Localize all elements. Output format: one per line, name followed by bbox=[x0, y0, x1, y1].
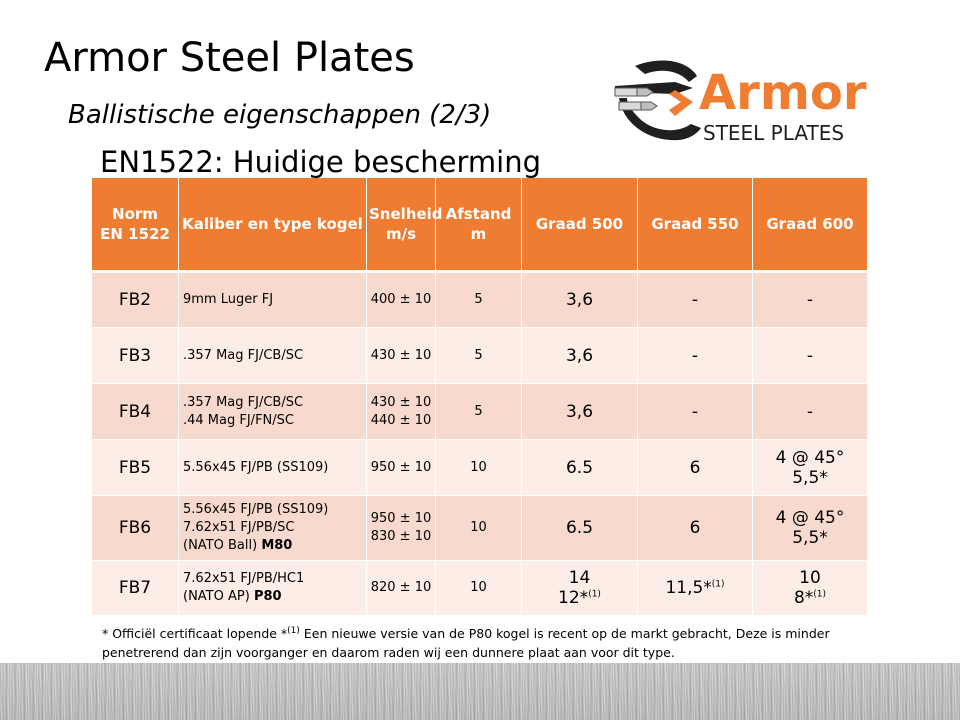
cell-graad-550: 6 bbox=[638, 496, 753, 561]
logo-tagline: STEEL PLATES bbox=[703, 121, 844, 145]
table-row: FB4 .357 Mag FJ/CB/SC .44 Mag FJ/FN/SC 43… bbox=[92, 384, 868, 440]
cell-graad-600: 4 @ 45° 5,5* bbox=[753, 440, 868, 496]
cell-speed: 400 ± 10 bbox=[367, 273, 436, 328]
table-row: FB7 7.62x51 FJ/PB/HC1 (NATO AP) P80 820 ±… bbox=[92, 561, 868, 616]
cell-speed: 950 ± 10 bbox=[367, 440, 436, 496]
header-afstand: Afstand m bbox=[436, 178, 522, 273]
cell-graad-600: 10 8*(1) bbox=[753, 561, 868, 616]
section-heading: EN1522: Huidige bescherming bbox=[100, 145, 542, 179]
cell-distance: 5 bbox=[436, 273, 522, 328]
cell-kaliber: 5.56x45 FJ/PB (SS109) bbox=[179, 440, 367, 496]
cell-graad-500: 3,6 bbox=[522, 328, 638, 384]
cell-graad-500: 3,6 bbox=[522, 384, 638, 440]
table-row: FB5 5.56x45 FJ/PB (SS109) 950 ± 10 10 6.… bbox=[92, 440, 868, 496]
cell-graad-600: - bbox=[753, 328, 868, 384]
header-graad-600: Graad 600 bbox=[753, 178, 868, 273]
header-graad-500: Graad 500 bbox=[522, 178, 638, 273]
cell-norm: FB4 bbox=[92, 384, 179, 440]
slide-subtitle: Ballistische eigenschappen (2/3) bbox=[68, 100, 492, 130]
cell-graad-600: - bbox=[753, 273, 868, 328]
cell-kaliber: 5.56x45 FJ/PB (SS109) 7.62x51 FJ/PB/SC (NA… bbox=[179, 496, 367, 561]
cell-norm: FB7 bbox=[92, 561, 179, 616]
cell-speed: 950 ± 10 830 ± 10 bbox=[367, 496, 436, 561]
cell-graad-600: 4 @ 45° 5,5* bbox=[753, 496, 868, 561]
cell-distance: 10 bbox=[436, 440, 522, 496]
cell-kaliber: 7.62x51 FJ/PB/HC1 (NATO AP) P80 bbox=[179, 561, 367, 616]
cell-graad-550: 6 bbox=[638, 440, 753, 496]
header-kaliber: Kaliber en type kogel bbox=[179, 178, 367, 273]
slide-title: Armor Steel Plates bbox=[44, 35, 415, 81]
cell-distance: 5 bbox=[436, 384, 522, 440]
cell-graad-550: - bbox=[638, 384, 753, 440]
cell-kaliber: 9mm Luger FJ bbox=[179, 273, 367, 328]
cell-distance: 10 bbox=[436, 496, 522, 561]
cell-norm: FB6 bbox=[92, 496, 179, 561]
cell-norm: FB3 bbox=[92, 328, 179, 384]
cell-norm: FB5 bbox=[92, 440, 179, 496]
cell-distance: 5 bbox=[436, 328, 522, 384]
cell-graad-500: 3,6 bbox=[522, 273, 638, 328]
cell-speed: 430 ± 10 440 ± 10 bbox=[367, 384, 436, 440]
logo-word: Armor bbox=[699, 65, 867, 121]
cell-speed: 430 ± 10 bbox=[367, 328, 436, 384]
table-row: FB6 5.56x45 FJ/PB (SS109) 7.62x51 FJ/PB/S… bbox=[92, 496, 868, 561]
armor-steel-plates-logo: Armor STEEL PLATES bbox=[614, 60, 867, 145]
header-graad-550: Graad 550 bbox=[638, 178, 753, 273]
table-header-row: Norm EN 1522 Kaliber en type kogel Snelhe… bbox=[92, 178, 868, 273]
cell-graad-550: - bbox=[638, 273, 753, 328]
ballistic-table: Norm EN 1522 Kaliber en type kogel Snelhe… bbox=[92, 178, 868, 616]
cell-kaliber: .357 Mag FJ/CB/SC bbox=[179, 328, 367, 384]
cell-distance: 10 bbox=[436, 561, 522, 616]
brushed-steel-strip bbox=[0, 663, 960, 720]
header-snelheid: Snelheid m/s bbox=[367, 178, 443, 273]
cell-kaliber: .357 Mag FJ/CB/SC .44 Mag FJ/FN/SC bbox=[179, 384, 367, 440]
cell-graad-500: 6.5 bbox=[522, 440, 638, 496]
cell-speed: 820 ± 10 bbox=[367, 561, 436, 616]
cell-norm: FB2 bbox=[92, 273, 179, 328]
cell-graad-550: - bbox=[638, 328, 753, 384]
cell-graad-500: 14 12*(1) bbox=[522, 561, 638, 616]
table-row: FB2 9mm Luger FJ 400 ± 10 5 3,6 - - bbox=[92, 273, 868, 328]
footnote: * Officiël certificaat lopende *(1) Een … bbox=[102, 625, 830, 660]
cell-graad-600: - bbox=[753, 384, 868, 440]
table-row: FB3 .357 Mag FJ/CB/SC 430 ± 10 5 3,6 - - bbox=[92, 328, 868, 384]
cell-graad-500: 6.5 bbox=[522, 496, 638, 561]
header-norm: Norm EN 1522 bbox=[92, 178, 179, 273]
cell-graad-550: 11,5*(1) bbox=[638, 561, 753, 616]
